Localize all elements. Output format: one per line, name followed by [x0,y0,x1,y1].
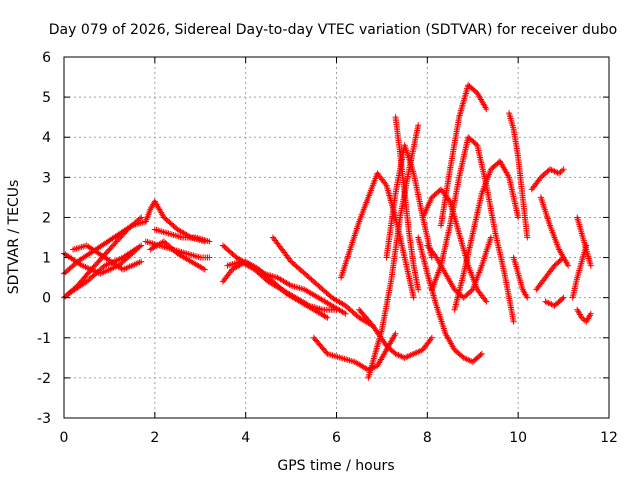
y-tick-label: -1 [37,331,51,347]
data-point-marker [477,351,484,358]
data-point-marker [138,242,145,249]
data-point-marker [515,214,522,221]
x-tick-label: 6 [332,430,341,446]
y-tick-label: 1 [42,251,51,267]
y-tick-label: 0 [42,291,51,307]
data-point-marker [333,306,340,313]
grid-lines [64,57,609,418]
data-point-marker [483,298,490,305]
data-point-marker [587,262,594,269]
y-tick-label: 3 [42,170,51,186]
x-tick-label: 8 [423,430,432,446]
data-markers [61,82,594,381]
y-tick-label: 6 [42,50,51,66]
y-tick-label: 2 [42,210,51,226]
y-tick-label: 4 [42,130,51,146]
data-point-marker [583,242,590,249]
chart-title: Day 079 of 2026, Sidereal Day-to-day VTE… [49,22,617,38]
data-point-marker [392,330,399,337]
data-point-marker [524,234,531,241]
y-tick-label: 5 [42,90,51,106]
data-point-marker [560,294,567,301]
data-point-marker [206,238,213,245]
data-point-marker [487,234,494,241]
data-point-marker [478,350,485,357]
data-point-marker [483,106,490,113]
data-point-marker [587,310,594,317]
y-tick-label: -2 [37,371,51,387]
data-point-marker [136,215,143,222]
x-tick-label: 2 [150,430,159,446]
data-point-marker [206,254,213,261]
data-point-marker [100,263,107,270]
x-tick-label: 10 [509,430,527,446]
x-axis-label: GPS time / hours [277,458,394,474]
data-point-marker [557,168,564,175]
data-point-marker [428,334,435,341]
data-point-marker [138,258,145,265]
data-point-marker [415,286,422,293]
x-tick-label: 0 [60,430,69,446]
data-point-marker [560,166,567,173]
data-point-marker [324,314,331,321]
data-point-marker [138,214,145,221]
x-tick-label: 12 [600,430,618,446]
data-point-marker [410,294,417,301]
y-tick-label: -3 [37,411,51,427]
data-point-marker [565,262,572,269]
data-point-marker [510,318,517,325]
x-tick-label: 4 [241,430,250,446]
data-point-marker [201,266,208,273]
data-point-marker [559,295,566,302]
y-axis-label: SDTVAR / TECUs [6,180,22,295]
data-point-marker [524,294,531,301]
data-point-marker [342,310,349,317]
data-point-marker [415,122,422,129]
